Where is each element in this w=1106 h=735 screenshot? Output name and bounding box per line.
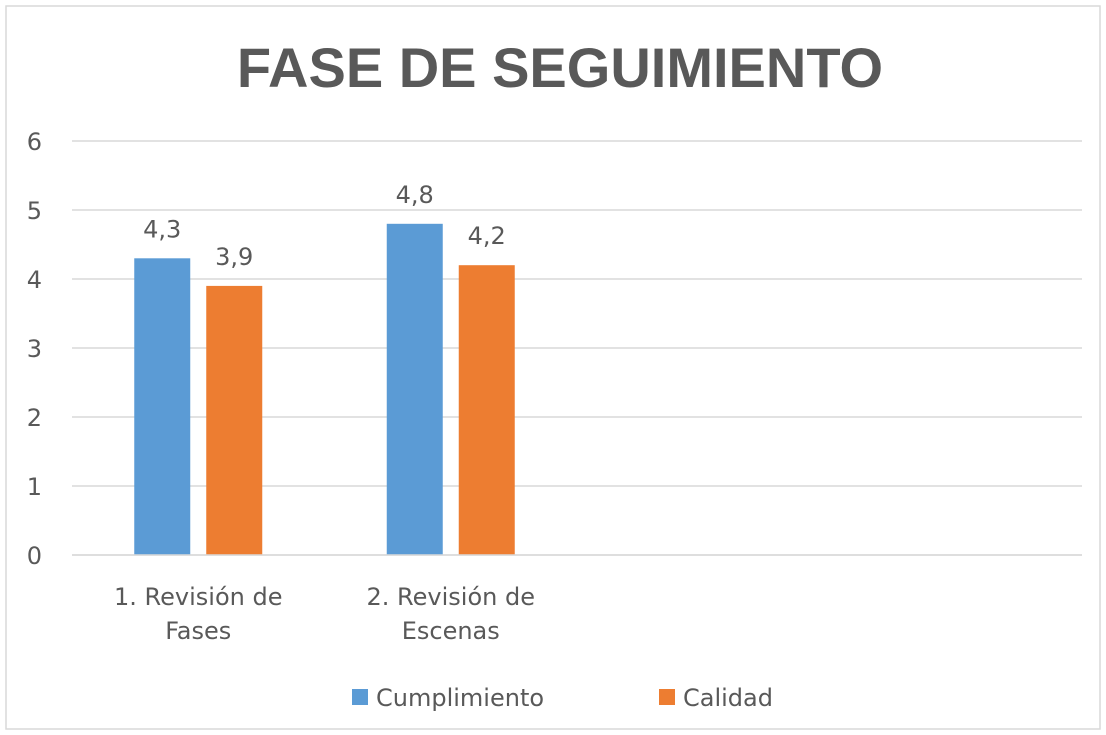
bar xyxy=(206,285,263,555)
y-tick-label: 4 xyxy=(27,266,42,294)
data-label: 4,8 xyxy=(396,181,434,209)
y-tick-label: 2 xyxy=(27,404,42,432)
y-tick-label: 3 xyxy=(27,335,42,363)
y-tick-label: 0 xyxy=(27,542,42,570)
y-tick-label: 1 xyxy=(27,473,42,501)
bar xyxy=(458,265,515,555)
data-label: 4,3 xyxy=(143,215,181,243)
y-tick-label: 6 xyxy=(27,128,42,156)
legend-label: Cumplimiento xyxy=(376,684,544,712)
legend-swatch xyxy=(352,689,368,705)
bar xyxy=(134,258,191,555)
legend-label: Calidad xyxy=(683,684,773,712)
legend-swatch xyxy=(659,689,675,705)
x-tick-label: 1. Revisión de Fases xyxy=(114,583,283,645)
data-label: 3,9 xyxy=(215,243,253,271)
bar xyxy=(386,223,443,556)
x-tick-label: 2. Revisión de Escenas xyxy=(366,583,535,645)
y-tick-label: 5 xyxy=(27,197,42,225)
data-label: 4,2 xyxy=(468,222,506,250)
chart-title: FASE DE SEGUIMIENTO xyxy=(237,36,883,99)
